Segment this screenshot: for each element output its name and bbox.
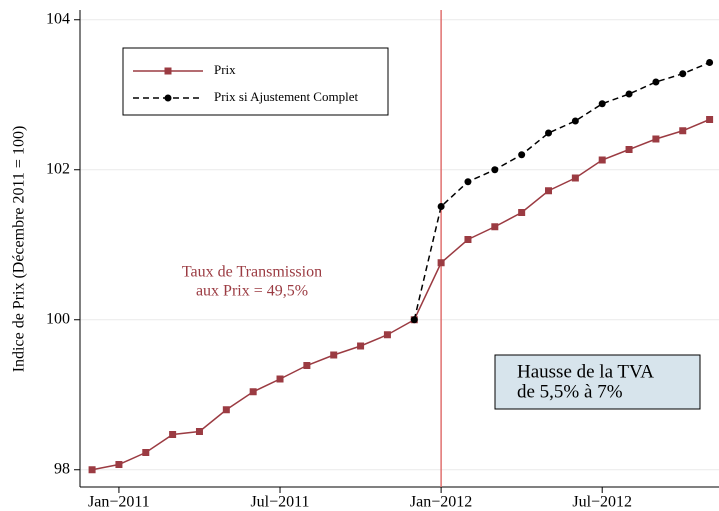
legend-label: Prix si Ajustement Complet — [214, 89, 358, 104]
marker — [437, 259, 445, 267]
marker — [195, 428, 203, 435]
marker — [571, 174, 579, 182]
marker — [464, 178, 472, 186]
marker — [115, 461, 123, 468]
marker — [249, 388, 257, 396]
marker — [169, 431, 177, 438]
marker — [625, 90, 633, 98]
x-tick-label: Jan−2011 — [88, 494, 150, 511]
marker — [88, 466, 96, 474]
marker — [276, 375, 284, 383]
marker — [518, 151, 526, 159]
marker — [706, 59, 714, 66]
x-tick-label: Jan−2012 — [410, 494, 472, 511]
marker — [330, 351, 338, 359]
marker — [598, 100, 606, 108]
x-tick-label: Jul−2012 — [572, 494, 632, 511]
marker — [518, 209, 526, 216]
marker — [679, 127, 687, 135]
annotation-box — [494, 354, 701, 410]
y-tick-label: 102 — [46, 160, 70, 177]
marker — [491, 166, 499, 174]
marker — [545, 187, 553, 195]
legend-label: Prix — [214, 62, 236, 77]
y-axis-label: Indice de Prix (Décembre 2011 = 100) — [11, 126, 28, 373]
marker — [222, 406, 230, 414]
legend-marker — [164, 67, 172, 75]
legend-marker — [164, 94, 172, 102]
marker — [303, 362, 311, 369]
marker — [410, 316, 418, 324]
legend-box — [122, 47, 389, 116]
annotation: aux Prix = 49,5% — [196, 283, 308, 300]
y-tick-label: 104 — [46, 10, 70, 27]
marker — [383, 331, 391, 339]
x-tick-label: Jul−2011 — [250, 494, 309, 511]
marker — [625, 146, 633, 153]
y-tick-label: 98 — [54, 460, 70, 477]
series-line — [413, 61, 710, 320]
marker — [652, 135, 660, 143]
marker — [679, 70, 687, 78]
marker — [598, 156, 606, 164]
marker — [706, 116, 714, 123]
marker — [652, 78, 660, 86]
annotation: Taux de Transmission — [182, 264, 322, 281]
marker — [142, 449, 150, 456]
marker — [464, 236, 472, 243]
marker — [437, 203, 445, 210]
marker — [491, 223, 499, 231]
marker — [545, 129, 553, 137]
y-tick-label: 100 — [46, 310, 70, 327]
annotation: Hausse de la TVA — [517, 361, 654, 382]
series-line — [91, 118, 710, 471]
annotation: de 5,5% à 7% — [517, 381, 623, 402]
marker — [571, 117, 579, 125]
marker — [357, 342, 365, 350]
